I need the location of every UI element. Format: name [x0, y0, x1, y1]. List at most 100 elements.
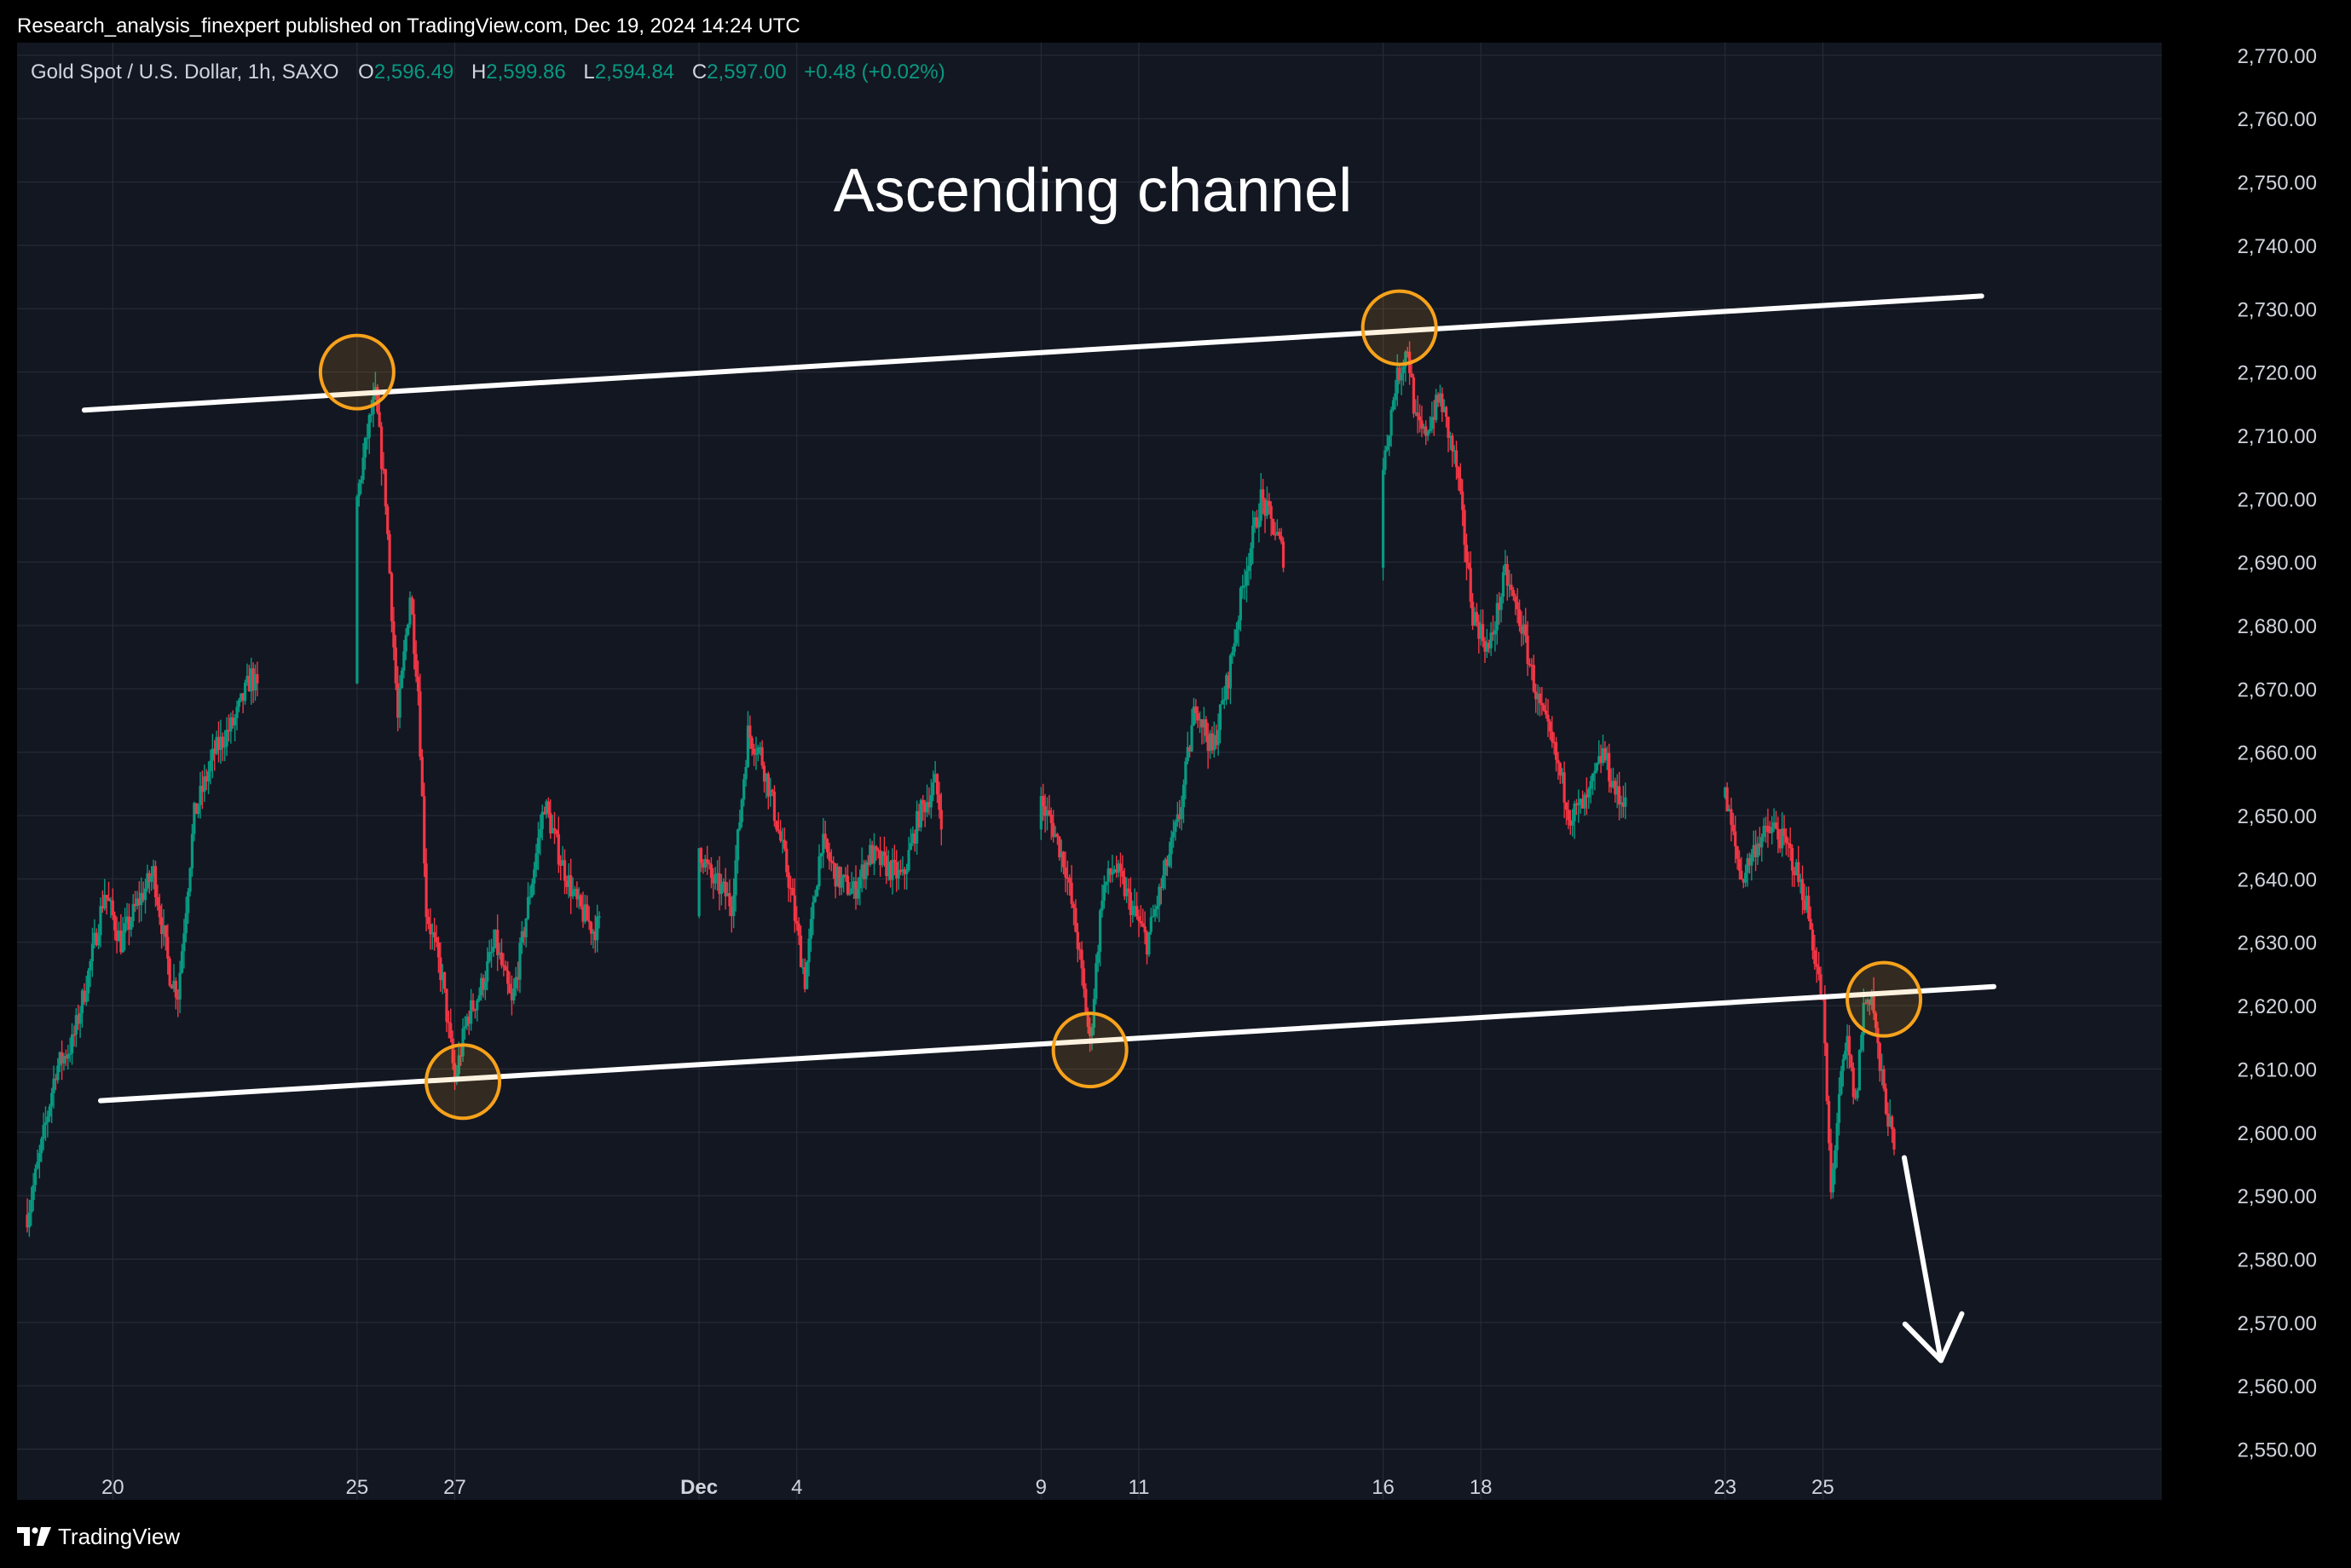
candle [748, 715, 752, 750]
candle [1228, 654, 1233, 705]
candle [1567, 799, 1570, 829]
candle-body [748, 725, 752, 738]
candle [1159, 878, 1163, 905]
candle [1787, 837, 1790, 857]
candle-body [806, 962, 809, 989]
candle [360, 476, 363, 494]
candle [1436, 392, 1440, 407]
candle [1262, 478, 1265, 515]
candle-body [1268, 500, 1271, 506]
candle-body [1089, 1027, 1092, 1036]
candle [225, 717, 228, 757]
candle-body [744, 766, 748, 780]
candle [898, 859, 903, 876]
candle-body [581, 906, 585, 922]
candle [1090, 1023, 1094, 1051]
candle-body [1475, 612, 1479, 622]
candle [483, 971, 487, 1000]
candle [1892, 1127, 1896, 1156]
candle-body [1841, 1058, 1845, 1071]
candle [1049, 807, 1053, 840]
candle-body [1278, 531, 1281, 536]
candle [52, 1065, 55, 1109]
price-axis-label: 2,600.00 [2238, 1122, 2317, 1145]
candle [1548, 718, 1551, 741]
candle [520, 920, 523, 954]
candle-body [1149, 917, 1152, 932]
symbol-name[interactable]: Gold Spot / U.S. Dollar, 1h, SAXO [31, 61, 339, 84]
candle [817, 844, 821, 891]
symbol-legend[interactable]: Gold Spot / U.S. Dollar, 1h, SAXO O2,596… [31, 58, 957, 87]
candle [176, 989, 180, 1017]
candle [742, 773, 746, 807]
candle [546, 797, 550, 818]
candle [1536, 684, 1539, 716]
time-axis-label: 27 [443, 1476, 466, 1499]
candle-body [184, 913, 188, 934]
candle-body [471, 1000, 475, 1010]
candle-body [1174, 821, 1177, 833]
candle [1447, 416, 1450, 453]
candle-body [1501, 572, 1505, 597]
candle-body [1825, 1043, 1828, 1102]
candle-body [1563, 772, 1566, 803]
candle [835, 862, 840, 887]
candle-body [750, 737, 754, 749]
candle-body [1062, 851, 1066, 868]
candle [1123, 868, 1126, 901]
candle-body [1831, 1168, 1834, 1193]
candle-body [420, 756, 424, 797]
candle [200, 770, 204, 810]
candle-body [766, 773, 770, 797]
candle-body [156, 896, 159, 906]
candle [840, 867, 843, 896]
candle-body [1170, 837, 1173, 855]
touch-point-circle [1051, 1012, 1129, 1089]
candle [42, 1112, 45, 1150]
candle-body [1068, 878, 1072, 883]
candle-body [919, 799, 923, 827]
candle [565, 875, 569, 895]
candle-body [170, 985, 174, 989]
candle [1243, 568, 1246, 600]
candle-body [1614, 781, 1617, 795]
candle-body [787, 872, 790, 888]
candle-body [143, 888, 147, 901]
candle [217, 721, 221, 763]
candle-body [229, 717, 233, 732]
candle [27, 1199, 31, 1237]
candle-body [1557, 759, 1560, 764]
candle [471, 993, 475, 1012]
candle-body [1418, 416, 1422, 421]
candle [140, 877, 143, 922]
candle [83, 983, 86, 1006]
candle-body [1621, 802, 1625, 807]
candle-body [48, 1106, 51, 1117]
candle-body [1809, 919, 1812, 930]
candle-body [1540, 703, 1544, 706]
candle [1469, 551, 1472, 608]
arrow-head [1938, 1311, 1965, 1363]
candle-body [746, 725, 750, 767]
candle [494, 929, 497, 948]
candle-body [916, 810, 919, 844]
candle-body [939, 810, 943, 830]
candle [583, 894, 586, 925]
candle [862, 859, 866, 889]
change-value: +0.48 (+0.02%) [804, 61, 945, 84]
candle [571, 877, 575, 900]
price-axis-label: 2,730.00 [2238, 298, 2317, 321]
candle-body [199, 786, 202, 805]
price-axis-label: 2,750.00 [2238, 172, 2317, 195]
candle-body [1190, 724, 1193, 752]
candle [89, 959, 92, 988]
candle [738, 810, 742, 832]
candle [1615, 774, 1619, 809]
candle [860, 847, 864, 893]
candle-body [1517, 608, 1522, 626]
candle [95, 928, 98, 947]
candle [1524, 608, 1528, 643]
tradingview-brand[interactable]: TradingView [17, 1522, 180, 1551]
candle [788, 875, 793, 902]
